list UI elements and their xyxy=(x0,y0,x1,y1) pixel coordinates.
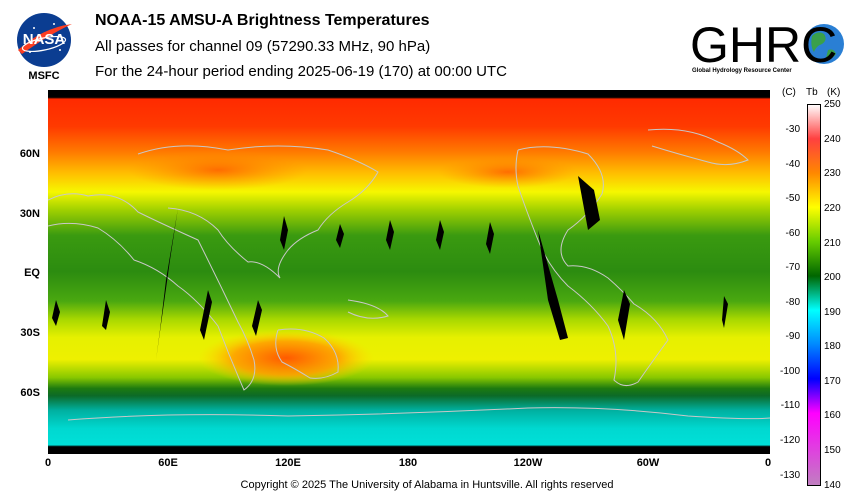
colorbar-celsius-label: -70 xyxy=(785,262,800,273)
lon-label-0-left: 0 xyxy=(44,457,52,469)
colorbar-celsius-label: -110 xyxy=(780,400,800,411)
colorbar-celsius-label: -50 xyxy=(785,193,800,204)
colorbar-celsius-label: -80 xyxy=(785,297,800,308)
copyright-notice: Copyright © 2025 The University of Alaba… xyxy=(240,479,614,491)
colorbar-celsius-label: -100 xyxy=(779,366,800,377)
channel-subtitle: All passes for channel 09 (57290.33 MHz,… xyxy=(95,38,431,55)
colorbar-kelvin-label: 210 xyxy=(824,238,841,249)
colorbar-celsius-label: -120 xyxy=(779,435,800,446)
colorbar-celsius-label: -90 xyxy=(785,331,800,342)
colorbar-header-k: (K) xyxy=(827,87,841,98)
nasa-logo: NASA MSFC xyxy=(12,10,76,82)
lon-label-120e: 120E xyxy=(275,457,301,469)
lat-label-60n: 60N xyxy=(19,148,40,160)
colorbar-kelvin-label: 250 xyxy=(824,99,841,110)
lon-label-60e: 60E xyxy=(158,457,178,469)
page-title: NOAA-15 AMSU-A Brightness Temperatures xyxy=(95,12,430,29)
colorbar-kelvin-label: 190 xyxy=(824,307,841,318)
colorbar xyxy=(807,104,821,491)
ghrc-logo: GHRC Global Hydrology Resource Center xyxy=(688,10,850,78)
nasa-logo-text: NASA xyxy=(23,31,66,48)
colorbar-kelvin-label: 220 xyxy=(824,203,841,214)
colorbar-kelvin-label: 180 xyxy=(824,341,841,352)
colorbar-header-tb: Tb xyxy=(806,87,818,98)
period-subtitle: For the 24-hour period ending 2025-06-19… xyxy=(95,63,507,80)
colorbar-celsius-label: -30 xyxy=(785,124,800,135)
colorbar-kelvin-label: 240 xyxy=(824,134,841,145)
colorbar-celsius-label: -60 xyxy=(785,228,800,239)
ghrc-logo-subtitle: Global Hydrology Resource Center xyxy=(692,68,792,74)
lon-label-120w: 120W xyxy=(513,457,543,469)
colorbar-kelvin-label: 160 xyxy=(824,410,841,421)
lat-label-30n: 30N xyxy=(19,208,40,220)
colorbar-kelvin-label: 170 xyxy=(824,376,841,387)
brightness-temperature-map xyxy=(47,90,771,459)
colorbar-kelvin-label: 230 xyxy=(824,168,841,179)
lon-label-0-right: 0 xyxy=(764,457,772,469)
lon-label-60w: 60W xyxy=(636,457,660,469)
colorbar-kelvin-label: 150 xyxy=(824,445,841,456)
colorbar-header-c: (C) xyxy=(782,87,796,98)
colorbar-kelvin-label: 200 xyxy=(824,272,841,283)
lat-label-30s: 30S xyxy=(20,327,40,339)
lat-label-60s: 60S xyxy=(20,387,40,399)
colorbar-celsius-label: -130 xyxy=(779,470,800,481)
lat-label-eq: EQ xyxy=(24,267,40,279)
ghrc-logo-text: GHRC xyxy=(690,17,837,73)
colorbar-celsius-label: -40 xyxy=(785,159,800,170)
colorbar-kelvin-label: 140 xyxy=(824,480,841,491)
msfc-label: MSFC xyxy=(28,70,60,82)
lon-label-180: 180 xyxy=(398,457,418,469)
